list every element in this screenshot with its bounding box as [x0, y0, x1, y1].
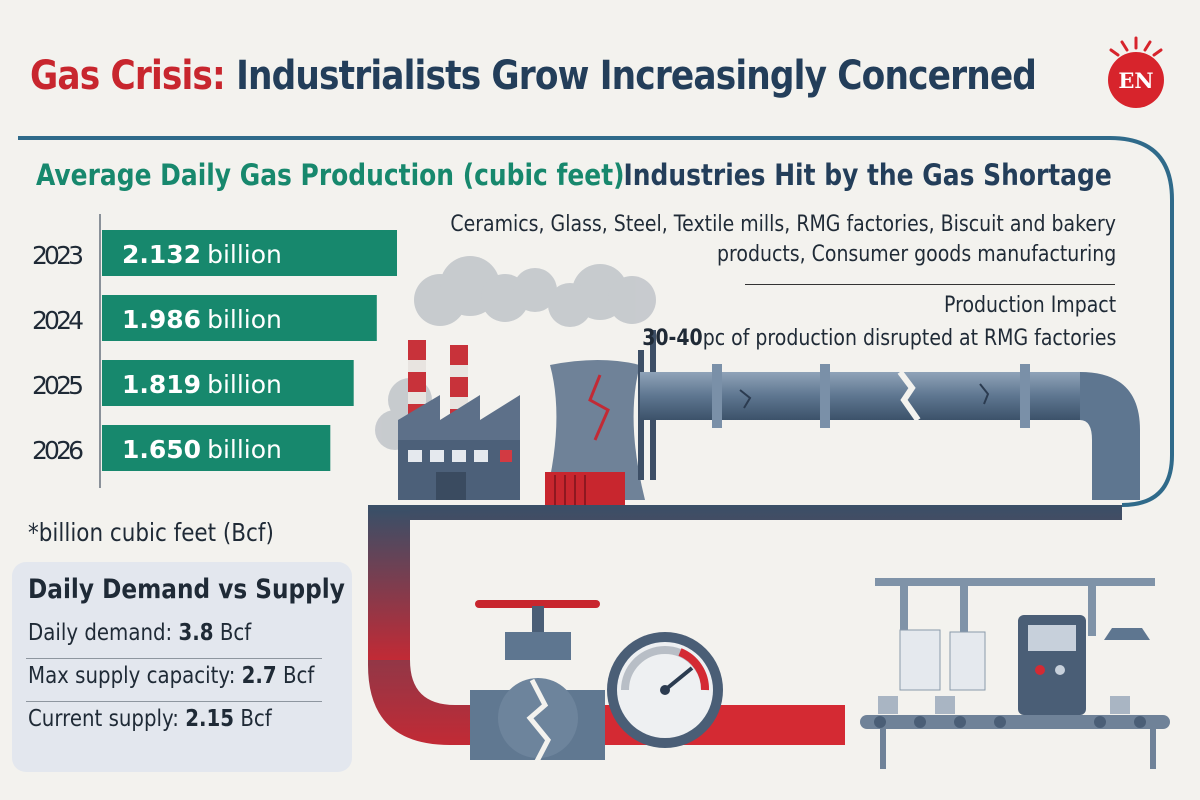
value-number: 1.650 [122, 435, 201, 464]
demand-supply-panel: Daily Demand vs Supply Daily demand: 3.8… [12, 562, 352, 772]
value-label: 1.650 billion [122, 435, 282, 464]
page-title: Gas Crisis: Industrialists Grow Increasi… [30, 46, 1037, 106]
row-unit: Bcf [240, 706, 272, 732]
conveyor-machine-icon [860, 578, 1170, 769]
row-label: Daily demand: [28, 620, 173, 646]
industries-list-line-2: products, Consumer goods manufacturing [716, 242, 1116, 267]
value-label: 1.819 billion [122, 370, 282, 399]
row-value: 3.8 [178, 620, 214, 646]
broken-valve-icon [470, 600, 605, 767]
value-number: 2.132 [122, 240, 201, 269]
row-label: Current supply: [28, 706, 179, 732]
chart-title: Average Daily Gas Production (cubic feet… [36, 158, 625, 192]
daily-demand-row: Daily demand: 3.8 Bcf [28, 620, 251, 646]
impact-value: 30-40 [641, 326, 703, 351]
value-unit: billion [207, 435, 282, 464]
impact-description: pc of production disrupted at RMG factor… [702, 326, 1116, 351]
category-label: 2026 [32, 436, 84, 465]
bar-2026 [102, 425, 331, 471]
value-unit: billion [207, 305, 282, 334]
row-label: Max supply capacity: [28, 663, 236, 689]
industries-list-line-1: Ceramics, Glass, Steel, Textile mills, R… [450, 212, 1116, 237]
bar-2025 [102, 360, 354, 406]
industries-title: Industries Hit by the Gas Shortage [623, 158, 1112, 192]
row-divider [26, 701, 322, 702]
category-label: 2025 [32, 371, 84, 400]
title-main: Industrialists Grow Increasingly Concern… [236, 53, 1037, 99]
max-supply-row: Max supply capacity: 2.7 Bcf [28, 663, 314, 689]
category-label: 2024 [32, 306, 84, 335]
factory-icon [398, 340, 520, 500]
row-unit: Bcf [219, 620, 252, 646]
value-unit: billion [207, 370, 282, 399]
value-number: 1.986 [122, 305, 201, 334]
value-unit: billion [207, 240, 282, 269]
category-label: 2023 [32, 241, 84, 270]
demand-supply-title: Daily Demand vs Supply [28, 574, 345, 605]
publisher-logo: EN [1108, 52, 1164, 108]
current-supply-row: Current supply: 2.15 Bcf [28, 706, 272, 732]
cracked-pipeline-icon [640, 364, 1140, 500]
compressor-icon [545, 472, 625, 508]
pressure-gauge-icon [607, 632, 723, 748]
production-impact-label: Production Impact [943, 293, 1116, 318]
title-highlight: Gas Crisis: [30, 53, 226, 99]
section-divider [745, 284, 1115, 285]
logo-rays-icon [1109, 36, 1163, 57]
row-divider [26, 658, 322, 659]
bar-2023 [102, 230, 397, 276]
row-value: 2.7 [241, 663, 277, 689]
value-label: 1.986 billion [122, 305, 282, 334]
row-unit: Bcf [282, 663, 315, 689]
row-value: 2.15 [185, 706, 235, 732]
production-impact-text: 30-40pc of production disrupted at RMG f… [642, 326, 1116, 351]
value-label: 2.132 billion [122, 240, 282, 269]
value-number: 1.819 [122, 370, 201, 399]
chart-footnote: *billion cubic feet (Bcf) [28, 518, 274, 547]
bar-2024 [102, 295, 377, 341]
